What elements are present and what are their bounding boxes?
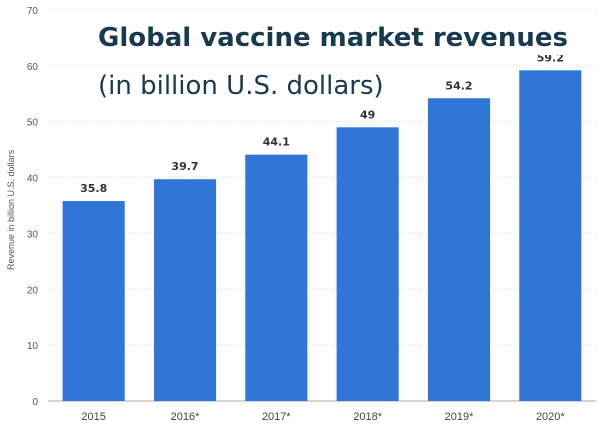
y-tick-label: 30 [27, 229, 39, 240]
y-tick-label: 10 [27, 341, 39, 352]
bar [153, 179, 217, 401]
x-tick-label: 2020* [536, 411, 565, 423]
y-axis-ticks: 0 10 20 30 40 50 60 70 [27, 6, 39, 408]
y-tick-label: 60 [27, 62, 39, 73]
y-tick-label: 50 [27, 118, 39, 129]
x-tick-label: 2018* [353, 411, 382, 423]
bar [245, 154, 308, 401]
y-axis-label: Revenue in billion U.S. dollars [6, 149, 16, 270]
bar [336, 127, 399, 402]
x-tick-label: 2019* [445, 411, 474, 423]
bar-value-label: 35.8 [80, 182, 107, 195]
bar [62, 201, 125, 401]
bar [427, 98, 491, 402]
bar-value-label: 39.7 [171, 160, 198, 173]
chart-title: Global vaccine market revenues [94, 21, 572, 55]
bars [62, 70, 582, 402]
bar-value-label: 54.2 [445, 79, 472, 92]
y-tick-label: 20 [27, 285, 39, 296]
gridlines [48, 9, 596, 402]
x-axis-ticks: 2015 2016* 2017* 2018* 2019* 2020* [81, 411, 565, 423]
bar-value-label: 44.1 [263, 136, 290, 149]
x-tick-label: 2017* [262, 411, 291, 423]
y-tick-label: 40 [27, 174, 39, 185]
bar [519, 70, 582, 401]
bar-value-label: 49 [360, 108, 375, 121]
y-tick-label: 70 [27, 6, 39, 17]
y-tick-label: 0 [32, 397, 38, 408]
x-tick-label: 2016* [171, 411, 200, 423]
x-tick-label: 2015 [81, 411, 105, 423]
chart-subtitle: (in billion U.S. dollars) [94, 69, 388, 103]
